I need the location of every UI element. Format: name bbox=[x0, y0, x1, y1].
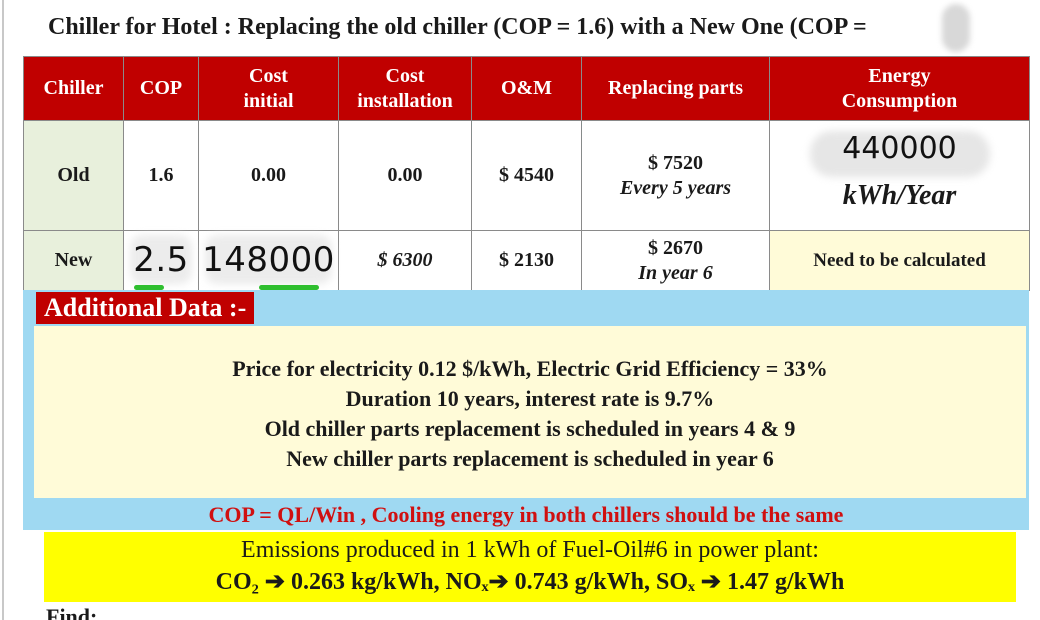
new-cost-installation: $ 6300 bbox=[338, 230, 472, 291]
header-cost-initial-line1: Cost bbox=[249, 64, 288, 87]
additional-data-panel: Additional Data :- Price for electricity… bbox=[23, 290, 1029, 530]
additional-data-box: Price for electricity 0.12 $/kWh, Electr… bbox=[34, 326, 1026, 498]
header-cost-initial-line2: initial bbox=[243, 89, 294, 112]
old-energy-unit: kWh/Year bbox=[842, 179, 957, 211]
new-cop: 2.5 bbox=[123, 230, 199, 291]
old-energy-value: 440000 bbox=[842, 131, 957, 167]
page-edge bbox=[2, 0, 4, 620]
old-parts-schedule: Every 5 years bbox=[619, 176, 732, 199]
old-name: Old bbox=[23, 120, 124, 231]
page-title: Chiller for Hotel : Replacing the old ch… bbox=[48, 14, 867, 40]
emissions-box: Emissions produced in 1 kWh of Fuel-Oil#… bbox=[44, 532, 1016, 602]
new-name: New bbox=[23, 230, 124, 291]
additional-data-lines: Price for electricity 0.12 $/kWh, Electr… bbox=[34, 354, 1026, 474]
old-cost-initial: 0.00 bbox=[198, 120, 339, 231]
new-cop-value: 2.5 bbox=[133, 240, 189, 281]
header-cost-initial: Cost initial bbox=[198, 56, 339, 121]
header-energy: Energy Consumption bbox=[769, 56, 1030, 121]
highlight-mark bbox=[134, 285, 164, 290]
new-om: $ 2130 bbox=[471, 230, 582, 291]
header-cost-installation-line1: Cost bbox=[385, 64, 425, 87]
emissions-line2: CO₂ ➔ 0.263 kg/kWh, NOₓ➔ 0.743 g/kWh, SO… bbox=[215, 569, 845, 595]
header-energy-line1: Energy bbox=[868, 64, 931, 87]
table-row-new: New 2.5 148000 $ 6300 $ 2130 $ 2670 In y… bbox=[23, 230, 1030, 291]
additional-line: Duration 10 years, interest rate is 9.7% bbox=[345, 386, 715, 411]
additional-data-heading: Additional Data :- bbox=[36, 292, 255, 324]
highlight-mark bbox=[259, 285, 319, 290]
cop-note: COP = QL/Win , Cooling energy in both ch… bbox=[208, 502, 844, 527]
new-parts-cost: $ 2670 bbox=[648, 236, 703, 259]
table-row-old: Old 1.6 0.00 0.00 $ 4540 $ 7520 Every 5 … bbox=[23, 120, 1030, 231]
header-cost-installation: Cost installation bbox=[338, 56, 472, 121]
old-replacing-parts: $ 7520 Every 5 years bbox=[581, 120, 770, 231]
emissions-line1: Emissions produced in 1 kWh of Fuel-Oil#… bbox=[241, 537, 819, 563]
header-energy-line2: Consumption bbox=[841, 89, 958, 112]
find-heading: Find: bbox=[46, 604, 98, 620]
old-om: $ 4540 bbox=[471, 120, 582, 231]
redaction-blur bbox=[810, 131, 990, 177]
old-cop: 1.6 bbox=[123, 120, 199, 231]
additional-line: New chiller parts replacement is schedul… bbox=[286, 446, 774, 471]
redaction-blur bbox=[942, 4, 970, 52]
header-om: O&M bbox=[471, 56, 582, 121]
old-cost-installation: 0.00 bbox=[338, 120, 472, 231]
additional-line: Old chiller parts replacement is schedul… bbox=[264, 416, 796, 441]
new-replacing-parts: $ 2670 In year 6 bbox=[581, 230, 770, 291]
table-header-row: Chiller COP Cost initial Cost installati… bbox=[23, 56, 1030, 121]
new-cost-initial: 148000 bbox=[198, 230, 339, 291]
header-cost-installation-line2: installation bbox=[357, 89, 453, 112]
chiller-comparison-table: Chiller COP Cost initial Cost installati… bbox=[23, 56, 1030, 291]
old-energy: 440000 kWh/Year bbox=[769, 120, 1030, 231]
new-energy: Need to be calculated bbox=[769, 230, 1030, 291]
new-parts-schedule: In year 6 bbox=[638, 261, 713, 284]
new-cost-initial-value: 148000 bbox=[202, 240, 335, 281]
header-chiller: Chiller bbox=[23, 56, 124, 121]
header-replacing-parts: Replacing parts bbox=[581, 56, 770, 121]
header-cop: COP bbox=[123, 56, 199, 121]
additional-line: Price for electricity 0.12 $/kWh, Electr… bbox=[232, 356, 828, 381]
old-parts-cost: $ 7520 bbox=[648, 151, 703, 174]
